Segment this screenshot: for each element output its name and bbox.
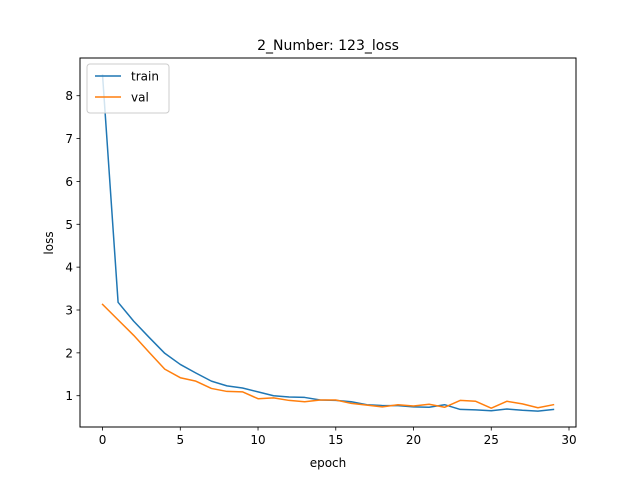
x-tick-label: 20 [406,433,421,447]
series-line-val [101,303,555,409]
legend: train val [86,63,170,114]
y-axis-label: loss [42,231,56,254]
x-tick-label: 25 [484,433,499,447]
chart-title: 2_Number: 123_loss [257,38,399,54]
legend-label-train: train [131,70,159,84]
y-tick-label: 3 [65,304,73,318]
y-tick-label: 4 [65,261,73,275]
y-tick-label: 7 [65,132,73,146]
y-tick-label: 5 [65,218,73,232]
x-tick-label: 5 [176,433,184,447]
y-tick-label: 1 [65,389,73,403]
plot-frame [79,57,577,428]
y-tick-label: 6 [65,175,73,189]
x-tick-label: 15 [328,433,343,447]
x-axis-label: epoch [310,456,347,470]
x-tick-label: 30 [561,433,576,447]
x-tick-label: 10 [250,433,265,447]
x-tick-label: 0 [99,433,107,447]
legend-label-val: val [131,91,149,105]
y-tick-label: 2 [65,346,73,360]
y-tick-label: 8 [65,89,73,103]
